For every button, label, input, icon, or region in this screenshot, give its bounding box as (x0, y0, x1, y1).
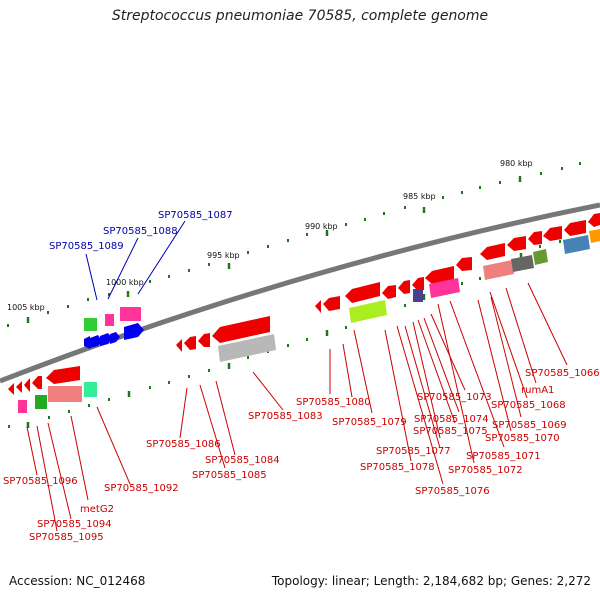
gene-arrow (198, 333, 210, 347)
gene-arrow (24, 378, 30, 392)
gene-label-sp70585-1070: SP70585_1070 (485, 433, 560, 444)
gene-arrow (412, 277, 424, 291)
gene-feature (511, 255, 534, 272)
gene-label-sp70585-1088: SP70585_1088 (103, 226, 178, 237)
gene-arrow (124, 323, 144, 340)
gene-label-sp70585-1086: SP70585_1086 (146, 439, 221, 450)
gene-label-sp70585-1066: SP70585_1066 (525, 368, 600, 379)
gene-label-sp70585-1087: SP70585_1087 (158, 210, 233, 221)
gene-label-sp70585-1077: SP70585_1077 (376, 446, 451, 457)
gene-label-metG2: metG2 (80, 504, 114, 515)
gene-label-sp70585-1074: SP70585_1074 (414, 414, 489, 425)
gene-arrow (398, 280, 410, 294)
gene-arrow (176, 339, 182, 352)
reverse-genes (8, 213, 600, 413)
gene-arrow (32, 376, 42, 389)
map-title: Streptococcus pneumoniae 70585, complete… (111, 8, 489, 24)
gene-label-sp70585-1094: SP70585_1094 (37, 519, 112, 530)
gene-arrow (456, 257, 472, 271)
gene-feature (84, 318, 97, 331)
gene-arrow (543, 226, 562, 241)
gene-label-sp70585-1095: SP70585_1095 (29, 532, 104, 543)
gene-feature (429, 278, 460, 298)
tick-label-995: 995 kbp (207, 251, 240, 260)
gene-label-sp70585-1080: SP70585_1080 (296, 397, 371, 408)
gene-label-sp70585-1076: SP70585_1076 (415, 486, 490, 497)
gene-label-sp70585-1083: SP70585_1083 (248, 411, 323, 422)
outer-tick-row (7, 162, 581, 327)
tick-label-980: 980 kbp (500, 159, 533, 168)
gene-arrow (323, 296, 340, 311)
gene-arrow (588, 213, 600, 227)
gene-feature (533, 249, 548, 265)
gene-arrow (564, 220, 586, 236)
gene-label-sp70585-1069: SP70585_1069 (492, 420, 567, 431)
gene-label-sp70585-1089: SP70585_1089 (49, 241, 124, 252)
gene-feature (120, 307, 141, 321)
gene-label-sp70585-1084: SP70585_1084 (205, 455, 280, 466)
gene-feature (48, 386, 82, 402)
gene-label-sp70585-1075: SP70585_1075 (413, 426, 488, 437)
gene-label-sp70585-1079: SP70585_1079 (332, 417, 407, 428)
gene-label-sp70585-1068: SP70585_1068 (491, 400, 566, 411)
gene-arrow (480, 243, 505, 260)
gene-arrow (84, 336, 90, 349)
forward-leader-lines (85, 220, 186, 301)
tick-label-990: 990 kbp (305, 222, 338, 231)
accession-text: Accession: NC_012468 (9, 574, 146, 588)
gene-arrow (16, 381, 22, 393)
gene-feature (413, 289, 423, 302)
gene-feature (105, 314, 114, 326)
gene-arrow (345, 282, 380, 303)
gene-arrow (110, 332, 120, 344)
gene-feature (35, 395, 47, 409)
gene-feature (589, 229, 600, 243)
reverse-leader-lines (26, 282, 568, 532)
gene-feature (349, 300, 387, 323)
gene-arrow (8, 383, 14, 395)
gene-arrow (90, 335, 102, 348)
gene-feature (18, 400, 27, 413)
gene-arrow (382, 285, 396, 299)
gene-feature (483, 260, 514, 280)
gene-feature (84, 382, 97, 397)
tick-label-985: 985 kbp (403, 192, 436, 201)
gene-feature (218, 334, 276, 362)
gene-label-sp70585-1071: SP70585_1071 (466, 451, 541, 462)
forward-genes (84, 307, 144, 349)
gene-arrow (212, 316, 270, 343)
gene-feature (563, 235, 590, 254)
gene-arrow (184, 336, 196, 350)
gene-label-sp70585-1078: SP70585_1078 (360, 462, 435, 473)
gene-label-sp70585-1096: SP70585_1096 (3, 476, 78, 487)
topology-text: Topology: linear; Length: 2,184,682 bp; … (271, 574, 591, 588)
gene-label-sp70585-1073: SP70585_1073 (417, 392, 492, 403)
gene-arrow (507, 236, 526, 251)
gene-arrow (100, 333, 112, 346)
gene-label-sp70585-1092: SP70585_1092 (104, 483, 179, 494)
gene-arrow (528, 231, 542, 245)
gene-label-rumA1: rumA1 (521, 385, 554, 396)
tick-label-1005: 1005 kbp (7, 303, 45, 312)
gene-arrow (425, 266, 454, 284)
gene-arrow (315, 300, 321, 313)
genome-backbone (0, 202, 600, 384)
tick-label-1000: 1000 kbp (106, 278, 144, 287)
gene-arrow (46, 366, 80, 384)
gene-label-sp70585-1085: SP70585_1085 (192, 470, 267, 481)
gene-label-sp70585-1072: SP70585_1072 (448, 465, 523, 476)
